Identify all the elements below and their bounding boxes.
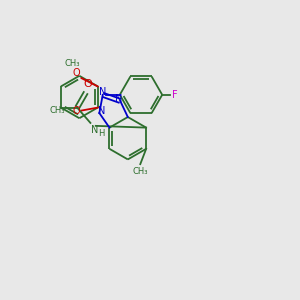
Text: N: N [91, 125, 99, 135]
Text: O: O [73, 106, 81, 116]
Text: N: N [98, 106, 105, 116]
Text: CH₃: CH₃ [64, 59, 80, 68]
Text: O: O [84, 79, 92, 89]
Text: H: H [98, 129, 104, 138]
Text: N: N [115, 94, 122, 104]
Text: F: F [172, 90, 177, 100]
Text: CH₃: CH₃ [50, 106, 65, 115]
Text: CH₃: CH₃ [133, 167, 148, 176]
Text: O: O [72, 68, 80, 78]
Text: N: N [99, 87, 106, 97]
